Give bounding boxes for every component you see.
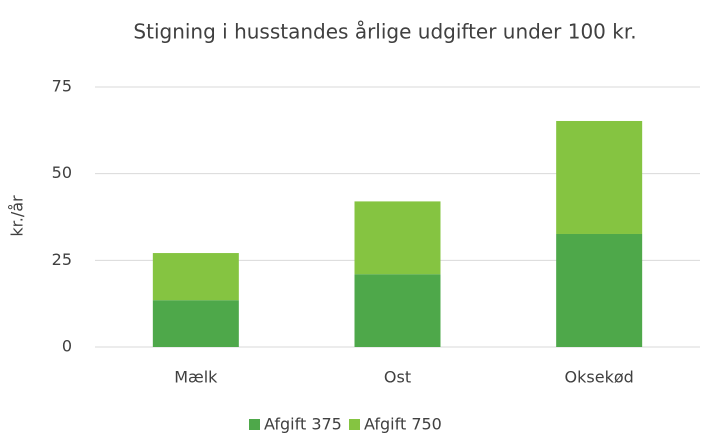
y-tick-label: 0 [62,337,72,356]
bar-segment [556,120,643,234]
bar-segment [152,253,239,301]
x-tick-label: Oksekød [565,368,634,387]
bar-segment [556,233,643,347]
x-tick-label: Mælk [174,368,218,387]
bar-segment [152,300,239,347]
legend-label: Afgift 375 [264,415,342,434]
bar-segment [354,201,441,275]
y-tick-label: 25 [52,250,72,269]
y-axis-label: kr./år [8,195,27,237]
chart-title: Stigning i husstandes årlige udgifter un… [133,20,636,44]
legend-label: Afgift 750 [364,415,442,434]
y-tick-label: 50 [52,163,72,182]
legend-swatch [349,419,360,430]
bar-segment [354,274,441,347]
legend-swatch [249,419,260,430]
x-tick-label: Ost [384,368,411,387]
y-tick-label: 75 [52,77,72,96]
